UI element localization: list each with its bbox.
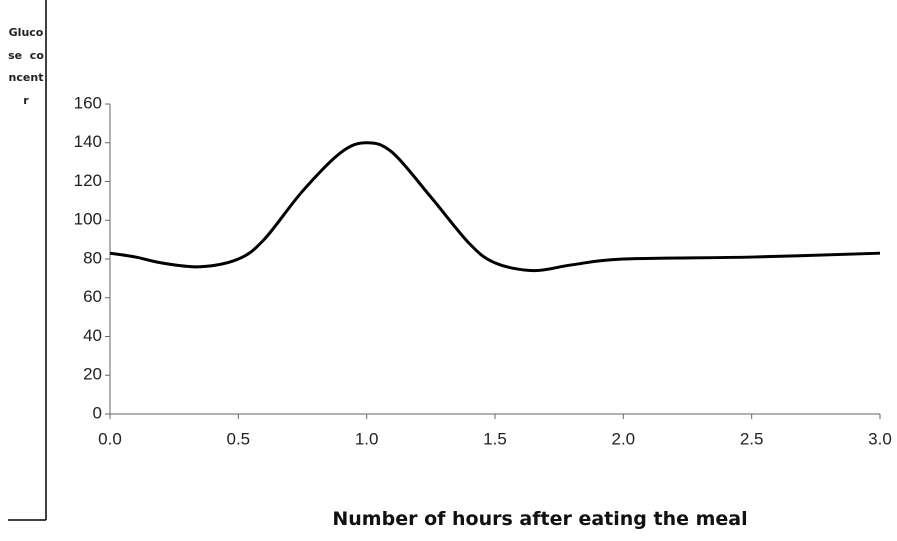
x-axis-label: Number of hours after eating the meal [332,508,748,530]
x-tick-label: 1.0 [355,429,379,448]
x-tick-label: 3.0 [868,429,892,448]
y-tick-label: 160 [74,93,102,112]
y-tick-label: 100 [74,210,102,229]
y-tick-label: 40 [83,326,102,345]
x-tick-label: 1.5 [483,429,507,448]
y-tick-label: 80 [83,248,102,267]
y-tick-label: 60 [83,287,102,306]
y-tick-label: 140 [74,132,102,151]
x-tick-label: 0.0 [98,429,122,448]
y-tick-label: 0 [93,403,102,422]
x-tick-label: 2.0 [612,429,636,448]
data-line [109,141,881,273]
y-tick-label: 20 [83,365,102,384]
y-tick-label: 120 [74,171,102,190]
x-tick-label: 0.5 [227,429,251,448]
x-tick-label: 2.5 [740,429,764,448]
y-axis-label: Glucose concentr [8,26,44,107]
